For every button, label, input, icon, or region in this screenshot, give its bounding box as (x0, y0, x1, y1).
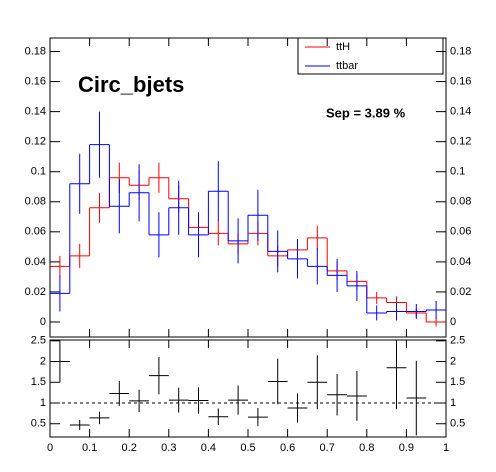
legend-box (297, 37, 444, 75)
y-tick-label-right: 0.14 (450, 106, 471, 118)
x-tick-label: 0 (47, 442, 53, 454)
y-tick-label: 2 (40, 355, 46, 367)
y-tick-label-right: 0.08 (450, 196, 471, 208)
x-tick-label: 0.8 (359, 442, 374, 454)
y-tick-label: 0.5 (31, 418, 46, 430)
y-tick-label-right: 0.18 (450, 45, 471, 57)
y-tick-label: 0.04 (25, 256, 46, 268)
y-tick-label: 0 (40, 316, 46, 328)
y-tick-label-right: 0.06 (450, 226, 471, 238)
chart-title: Circ_bjets (78, 72, 184, 97)
y-tick-label: 0.12 (25, 136, 46, 148)
y-tick-label-right: 0.16 (450, 75, 471, 87)
y-tick-label: 0.08 (25, 196, 46, 208)
y-tick-label: 0.16 (25, 75, 46, 87)
x-tick-label: 0.9 (399, 442, 414, 454)
y-tick-label-right: 0.12 (450, 136, 471, 148)
x-tick-label: 0.3 (161, 442, 176, 454)
x-tick-label: 0.6 (280, 442, 295, 454)
y-tick-label-right: 2.5 (450, 335, 465, 347)
y-tick-label-right: 1 (450, 397, 456, 409)
y-tick-label: 0.06 (25, 226, 46, 238)
y-tick-label-right: 0.1 (450, 166, 465, 178)
y-tick-label: 0.1 (31, 166, 46, 178)
y-tick-label: 1 (40, 397, 46, 409)
y-tick-label-right: 0.5 (450, 418, 465, 430)
x-tick-label: 0.1 (82, 442, 97, 454)
x-tick-label: 0.2 (122, 442, 137, 454)
y-tick-label: 0.02 (25, 286, 46, 298)
separation-label: Sep = 3.89 % (326, 105, 406, 120)
legend-label: ttbar (336, 60, 358, 72)
y-tick-label-right: 1.5 (450, 376, 465, 388)
y-tick-label-right: 0.02 (450, 286, 471, 298)
x-tick-label: 0.4 (201, 442, 216, 454)
x-tick-label: 1 (443, 442, 449, 454)
y-tick-label-right: 0 (450, 316, 456, 328)
y-tick-label-right: 0.04 (450, 256, 471, 268)
y-tick-label: 2.5 (31, 335, 46, 347)
legend-label: ttH (336, 41, 350, 53)
y-tick-label: 0.14 (25, 106, 46, 118)
y-tick-label: 0.18 (25, 45, 46, 57)
x-tick-label: 0.7 (320, 442, 335, 454)
x-tick-label: 0.5 (240, 442, 255, 454)
y-tick-label: 1.5 (31, 376, 46, 388)
y-tick-label-right: 2 (450, 355, 456, 367)
